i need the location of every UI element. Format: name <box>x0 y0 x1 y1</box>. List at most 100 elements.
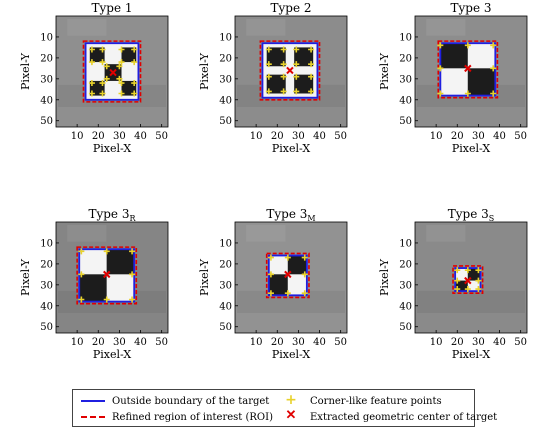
y-tick-label: 30 <box>40 74 53 85</box>
corner-point <box>78 248 85 255</box>
image-texture-patch <box>246 19 286 36</box>
target-dark-square <box>121 47 137 63</box>
y-axis-label: Pixel-Y <box>378 52 391 90</box>
corner-point <box>293 61 300 68</box>
y-tick-label: 10 <box>40 32 53 43</box>
corner-point <box>475 277 482 284</box>
red-cross-icon: ✕ <box>277 408 305 424</box>
y-tick-label: 50 <box>219 116 232 127</box>
panel-title-base: Type 3 <box>450 1 491 15</box>
y-tick-label: 20 <box>399 259 412 270</box>
panel-title: Type 3 <box>450 1 491 15</box>
x-tick-label: 10 <box>71 131 84 142</box>
target-dark-square <box>79 274 107 302</box>
target-light-square <box>440 68 468 96</box>
panel-title: Type 3R <box>88 207 136 223</box>
corner-point <box>267 254 274 261</box>
x-tick-label: 40 <box>313 337 326 348</box>
solid-line-icon <box>79 394 107 408</box>
legend-item-boundary: Outside boundary of the target <box>79 393 269 409</box>
corner-point <box>280 88 287 95</box>
x-axis-label: Pixel-X <box>93 142 131 155</box>
panel-1: Type 1 10 10 20 20 30 30 40 40 50 50 Pixel-X Pixel-Y <box>19 1 169 155</box>
x-tick-label: 20 <box>271 131 284 142</box>
target-light-square <box>455 268 468 281</box>
corner-point <box>475 267 482 274</box>
center-point <box>464 276 472 285</box>
corner-point <box>301 271 308 278</box>
corner-point <box>280 73 287 80</box>
x-axis-label: Pixel-X <box>272 142 310 155</box>
corner-point <box>293 88 300 95</box>
y-tick-label: 30 <box>219 280 232 291</box>
target-dark-square <box>287 255 307 275</box>
panel-title: Type 1 <box>91 1 132 15</box>
corner-point <box>308 73 315 80</box>
corner-point <box>475 286 482 293</box>
image-texture-band <box>417 290 525 314</box>
panel-6: Type 3S 10 10 20 20 30 30 40 40 50 50 Pixel-X Pixel-… <box>378 207 528 361</box>
panel-title: Type 3S <box>448 207 495 223</box>
dashed-line-icon <box>79 410 107 424</box>
corner-point <box>265 46 272 53</box>
corner-point <box>116 75 123 82</box>
x-axis-label: Pixel-X <box>272 348 310 361</box>
corner-point <box>308 61 315 68</box>
roi-dashed-line <box>265 252 310 299</box>
corner-point <box>437 42 444 49</box>
x-tick-label: 10 <box>250 337 263 348</box>
x-tick-label: 20 <box>451 337 464 348</box>
corner-point <box>454 267 461 274</box>
corner-point <box>118 90 125 97</box>
corner-point <box>280 61 287 68</box>
x-tick-label: 50 <box>155 337 168 348</box>
corner-point <box>131 46 138 53</box>
center-point <box>284 270 292 279</box>
corner-point <box>265 73 272 80</box>
x-tick-label: 10 <box>71 337 84 348</box>
corner-point <box>490 90 497 97</box>
image-texture-patch <box>246 225 286 242</box>
target-light-square <box>79 249 107 275</box>
y-tick-label: 10 <box>40 238 53 249</box>
target-dark-square <box>266 47 286 67</box>
corner-point <box>131 80 138 87</box>
axes-frame <box>234 15 348 128</box>
corner-point <box>118 80 125 87</box>
y-tick-label: 10 <box>399 32 412 43</box>
y-tick-label: 40 <box>219 301 232 312</box>
corner-point <box>129 296 136 303</box>
roi-dashed-line <box>437 40 499 99</box>
corner-point <box>99 59 106 66</box>
corner-point <box>308 46 315 53</box>
target-boundary-line <box>261 42 319 99</box>
legend-label-center: Extracted geometric center of target <box>310 411 498 423</box>
target-dark-square <box>89 47 105 63</box>
y-axis-label: Pixel-Y <box>198 258 211 296</box>
corner-point <box>308 88 315 95</box>
corner-point <box>118 46 125 53</box>
x-tick-label: 30 <box>113 131 126 142</box>
corner-point <box>454 286 461 293</box>
center-point <box>109 68 117 77</box>
corner-point <box>490 65 497 72</box>
x-tick-label: 40 <box>493 337 506 348</box>
corner-point <box>267 290 274 297</box>
corner-point <box>129 248 136 255</box>
y-tick-label: 20 <box>40 53 53 64</box>
y-axis-label: Pixel-Y <box>198 52 211 90</box>
center-point <box>286 66 294 75</box>
x-tick-label: 50 <box>514 337 527 348</box>
corner-point <box>88 59 95 66</box>
x-tick-label: 40 <box>134 337 147 348</box>
x-tick-label: 40 <box>493 131 506 142</box>
corner-point <box>280 46 287 53</box>
corner-point <box>88 90 95 97</box>
corner-point <box>99 80 106 87</box>
y-tick-label: 40 <box>40 95 53 106</box>
center-symbol: ✕ <box>285 408 297 423</box>
y-axis-label: Pixel-Y <box>378 258 391 296</box>
axes-frame <box>234 221 348 334</box>
legend-label-boundary: Outside boundary of the target <box>112 395 270 407</box>
